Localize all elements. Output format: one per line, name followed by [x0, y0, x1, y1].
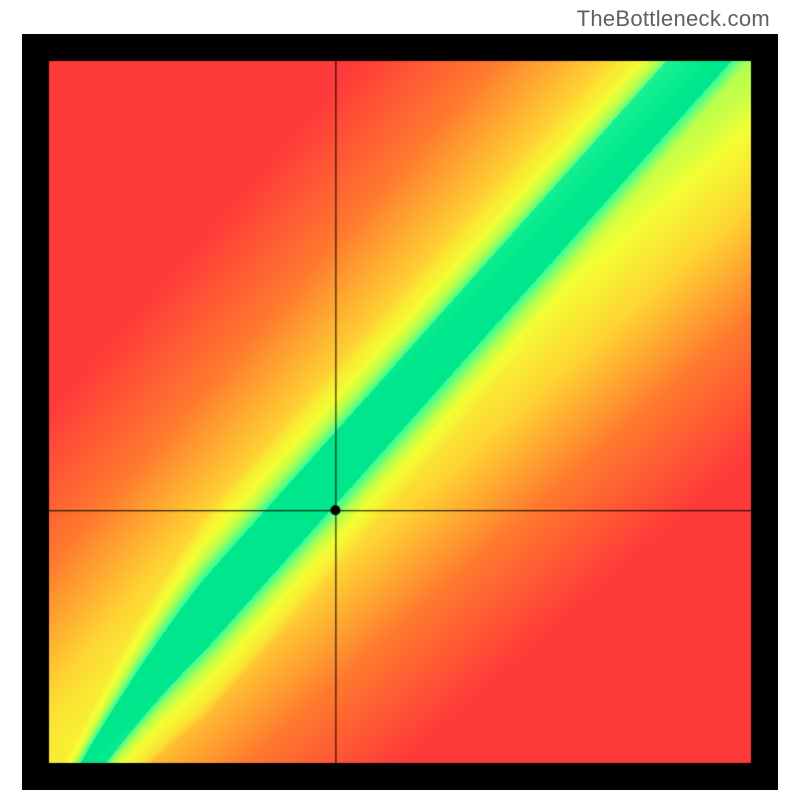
- heatmap-canvas: [22, 34, 778, 790]
- watermark-text: TheBottleneck.com: [577, 6, 770, 32]
- bottleneck-heatmap: [22, 34, 778, 790]
